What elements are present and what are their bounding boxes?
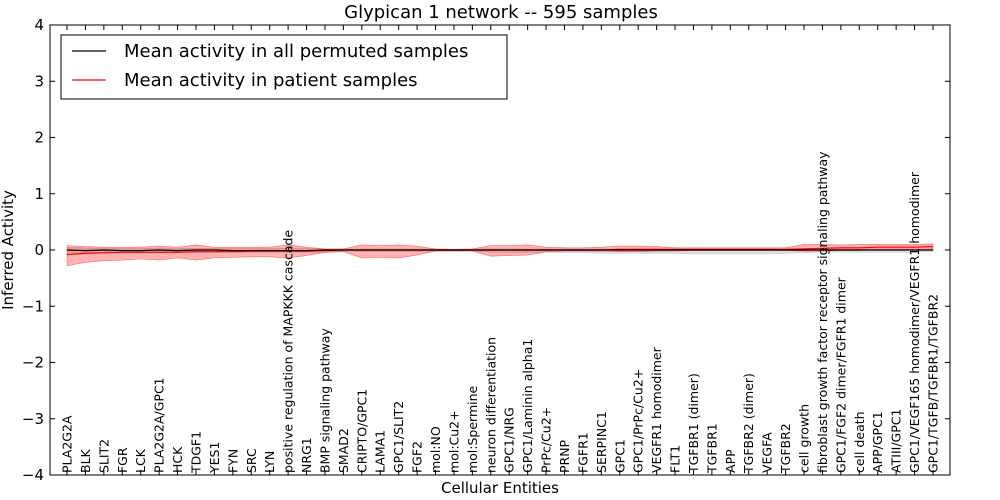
x-tick-label: APP/GPC1 xyxy=(870,411,885,473)
y-axis-label: Inferred Activity xyxy=(0,190,17,310)
x-tick-label: cell death xyxy=(852,411,867,473)
x-tick-label: PRNP xyxy=(557,439,572,473)
x-tick-label: NRG1 xyxy=(299,437,314,473)
x-tick-label: PrPc/Cu2+ xyxy=(539,407,554,473)
y-tick-label: 3 xyxy=(34,72,44,90)
x-tick-label: mol:NO xyxy=(428,426,443,473)
x-tick-label: SERPINC1 xyxy=(594,411,609,473)
x-tick-label: BLK xyxy=(78,448,93,473)
x-tick-label: GPC1/FGF2 dimer/FGFR1 dimer xyxy=(833,276,848,473)
x-tick-label: VEGFA xyxy=(760,432,775,473)
x-tick-label: GPC1/TGFB/TGFBR1/TGFBR2 xyxy=(926,294,941,473)
legend-box xyxy=(60,34,508,100)
x-axis-ticks: PLA2G2A BLK SLIT2 FGR LCK PLA2G2A/GPC1 HCK TDGF… xyxy=(60,25,941,475)
x-tick-label: TGFBR2 xyxy=(778,423,793,474)
chart-title: Glypican 1 network -- 595 samples xyxy=(344,2,658,23)
y-tick-label: 1 xyxy=(34,185,44,203)
x-tick-label: TGFBR1 xyxy=(704,423,719,474)
x-tick-label: PLA2G2A/GPC1 xyxy=(152,377,167,473)
x-axis-label: Cellular Entities xyxy=(441,479,559,497)
x-tick-label: FGF2 xyxy=(410,441,425,473)
y-tick-label: 0 xyxy=(34,241,44,259)
x-tick-label: VEGFR1 homodimer xyxy=(649,346,664,473)
x-tick-label: ATIII/GPC1 xyxy=(889,409,904,473)
x-tick-label: fibroblast growth factor receptor signal… xyxy=(815,151,830,473)
x-tick-label: GPC1/NRG xyxy=(502,407,517,473)
x-tick-label: FYN xyxy=(225,449,240,473)
x-tick-label: positive regulation of MAPKKK cascade xyxy=(281,230,296,473)
y-tick-label: −4 xyxy=(22,466,44,484)
x-tick-label: YES1 xyxy=(207,442,222,474)
x-tick-label: LCK xyxy=(133,448,148,473)
y-tick-label: −1 xyxy=(22,297,44,315)
x-tick-label: LYN xyxy=(262,451,277,473)
y-tick-label: −2 xyxy=(22,354,44,372)
x-tick-label: neuron differentiation xyxy=(483,337,498,473)
x-tick-label: cell growth xyxy=(797,404,812,473)
x-tick-label: mol:Spermine xyxy=(465,385,480,473)
x-tick-label: FGR xyxy=(115,447,130,473)
y-tick-label: 4 xyxy=(34,16,44,34)
x-tick-label: SLIT2 xyxy=(96,439,111,473)
legend: Mean activity in all permuted samples Me… xyxy=(60,34,508,100)
x-tick-label: TGFBR1 (dimer) xyxy=(686,373,701,474)
legend-label-permuted: Mean activity in all permuted samples xyxy=(124,41,468,62)
x-tick-label: GPC1/VEGF165 homodimer/VEGFR1 homodimer xyxy=(907,171,922,473)
legend-label-patient: Mean activity in patient samples xyxy=(124,70,418,91)
y-tick-label: 2 xyxy=(34,129,44,147)
series-lines xyxy=(66,246,934,256)
x-tick-label: CRIPTO/GPC1 xyxy=(354,389,369,473)
x-tick-label: LAMA1 xyxy=(373,430,388,473)
x-tick-label: GPC1 xyxy=(612,439,627,473)
y-tick-label: −3 xyxy=(22,410,44,428)
x-tick-label: SMAD2 xyxy=(336,428,351,473)
x-tick-label: GPC1/Laminin alpha1 xyxy=(520,339,535,473)
x-tick-label: TGFBR2 (dimer) xyxy=(741,373,756,474)
x-tick-label: TDGF1 xyxy=(189,431,204,474)
x-tick-label: GPC1/SLIT2 xyxy=(391,401,406,473)
x-tick-label: SRC xyxy=(244,448,259,473)
x-tick-label: GPC1/PrPc/Cu2+ xyxy=(631,369,646,473)
y-axis-ticks: 4 3 2 1 0 −1 −2 −3 −4 xyxy=(22,16,950,484)
x-tick-label: APP xyxy=(723,449,738,473)
x-tick-label: HCK xyxy=(170,446,185,473)
x-tick-label: mol:Cu2+ xyxy=(446,410,461,473)
x-tick-label: FLT1 xyxy=(668,445,683,473)
line-series-0 xyxy=(66,249,933,252)
x-tick-label: BMP signaling pathway xyxy=(318,328,333,473)
x-tick-label: FGFR1 xyxy=(575,432,590,473)
x-tick-label: PLA2G2A xyxy=(60,415,75,473)
